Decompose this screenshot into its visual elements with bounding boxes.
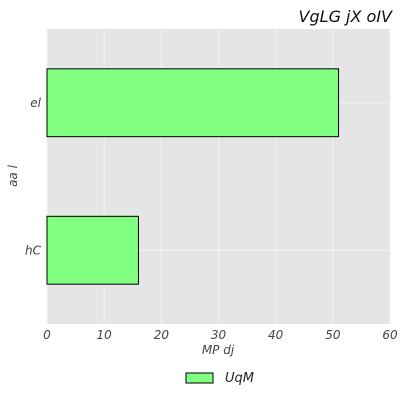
- bar-hC: [46, 215, 139, 285]
- x-tick-label: 30: [211, 328, 227, 342]
- x-axis-label: MP dj: [202, 343, 235, 357]
- x-tick-label: 40: [268, 328, 284, 342]
- x-tick-label: 20: [154, 328, 170, 342]
- y-tick-label: hC: [25, 243, 42, 257]
- y-axis-label: aa l: [6, 164, 20, 187]
- bar-el: [46, 68, 340, 138]
- legend-label: UqM: [225, 371, 254, 386]
- legend-swatch: [185, 372, 214, 384]
- y-tick-label: el: [30, 96, 41, 110]
- bars: [46, 68, 340, 285]
- chart-title: VgLG jX oIV: [299, 7, 394, 26]
- x-tick-labels: 0 10 20 30 40 50 60: [43, 328, 398, 342]
- x-tick-label: 50: [325, 328, 341, 342]
- legend: UqM: [185, 371, 254, 386]
- x-tick-label: 0: [43, 328, 51, 342]
- y-tick-labels: hC el: [25, 96, 42, 258]
- x-tick-label: 10: [97, 328, 113, 342]
- x-tick-label: 60: [382, 328, 398, 342]
